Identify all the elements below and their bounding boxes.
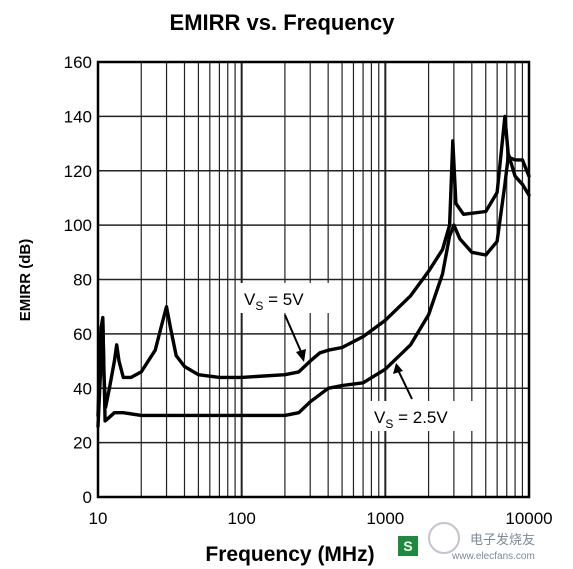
- watermark-name: 电子发烧友: [470, 532, 535, 547]
- y-tick-labels: 0 20 40 60 80 100 120 140 160: [64, 53, 92, 507]
- annotation-2v5-box: [369, 401, 477, 431]
- x-tick-label: 100: [227, 509, 255, 528]
- y-tick-label: 0: [83, 488, 92, 507]
- chart-title: EMIRR vs. Frequency: [170, 10, 396, 35]
- watermark: S 电子发烧友 www.elecfans.com: [398, 522, 535, 562]
- watermark-url: www.elecfans.com: [451, 551, 535, 562]
- annotation-5v-arrow: [284, 314, 303, 355]
- x-tick-label: 1000: [366, 509, 404, 528]
- watermark-logo: [398, 536, 418, 556]
- x-tick-labels: 10 100 1000 10000: [89, 509, 553, 528]
- y-tick-label: 40: [73, 379, 92, 398]
- y-tick-label: 120: [64, 162, 92, 181]
- annotation-2v5-arrow: [397, 369, 413, 400]
- annotation-2v5-arrowhead: [393, 363, 403, 374]
- x-axis-label: Frequency (MHz): [205, 543, 374, 566]
- annotation-5v-arrowhead: [296, 349, 306, 362]
- plot-frame: [96, 60, 531, 499]
- y-tick-label: 140: [64, 107, 92, 126]
- annotation-5v-box: [238, 283, 332, 313]
- x-tick-label: 10000: [505, 509, 552, 528]
- series-line-1: [96, 152, 531, 428]
- watermark-swirl-icon: [428, 522, 460, 554]
- y-tick-label: 100: [64, 216, 92, 235]
- x-tick-label: 10: [89, 509, 108, 528]
- gridlines: [98, 62, 529, 497]
- y-tick-label: 20: [73, 434, 92, 453]
- y-tick-label: 80: [73, 271, 92, 290]
- annotation-2v5: VS = 2.5V: [374, 408, 448, 431]
- y-tick-label: 160: [64, 53, 92, 72]
- series-lines: [96, 114, 531, 428]
- watermark-logo-letter: S: [403, 538, 412, 554]
- annotation-5v: VS = 5V: [244, 290, 304, 313]
- y-tick-label: 60: [73, 325, 92, 344]
- y-axis-label: EMIRR (dB): [17, 239, 34, 322]
- series-line-0: [96, 114, 531, 418]
